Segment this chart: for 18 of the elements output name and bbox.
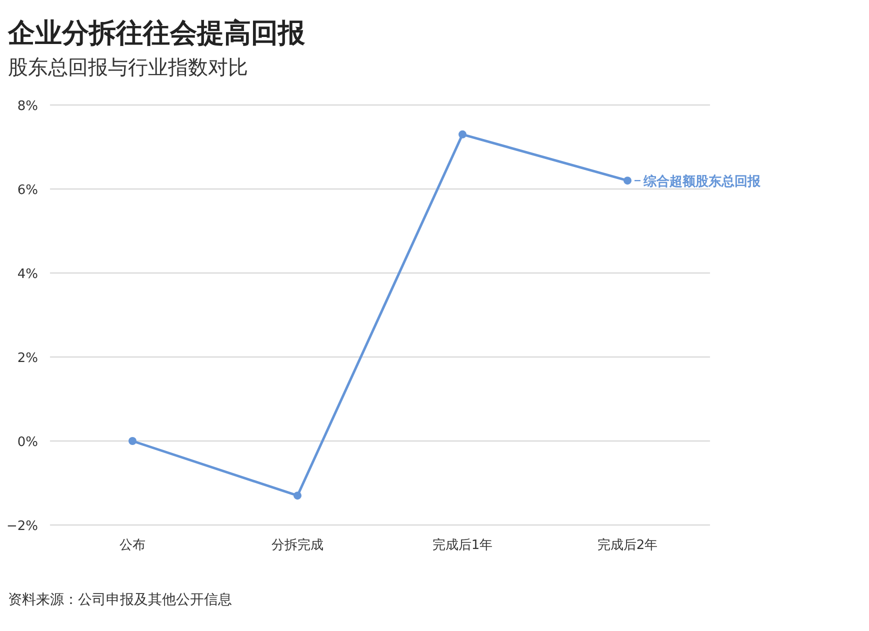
x-tick-label: 分拆完成	[272, 537, 324, 553]
y-tick-label: 0%	[17, 435, 38, 450]
x-tick-label: 完成后1年	[432, 537, 493, 553]
y-tick-label: 4%	[17, 267, 38, 282]
y-tick-label: 6%	[17, 183, 38, 198]
y-tick-label: 2%	[17, 351, 38, 366]
x-tick-label: 完成后2年	[597, 537, 658, 553]
y-tick-label: 8%	[17, 99, 38, 114]
point	[458, 130, 466, 138]
x-tick-label: 公布	[120, 538, 146, 553]
point	[624, 176, 632, 185]
y-tick-label: −2%	[6, 519, 38, 534]
legend-label: 综合超额股东总回报	[642, 174, 762, 190]
point	[128, 437, 136, 445]
point	[294, 492, 302, 500]
chart-title: 企业分拆往往会提高回报	[7, 18, 306, 49]
text: 资料来源：公司申报及其他公开信息	[8, 592, 232, 608]
chart-subtitle: 股东总回报与行业指数对比	[8, 55, 248, 79]
